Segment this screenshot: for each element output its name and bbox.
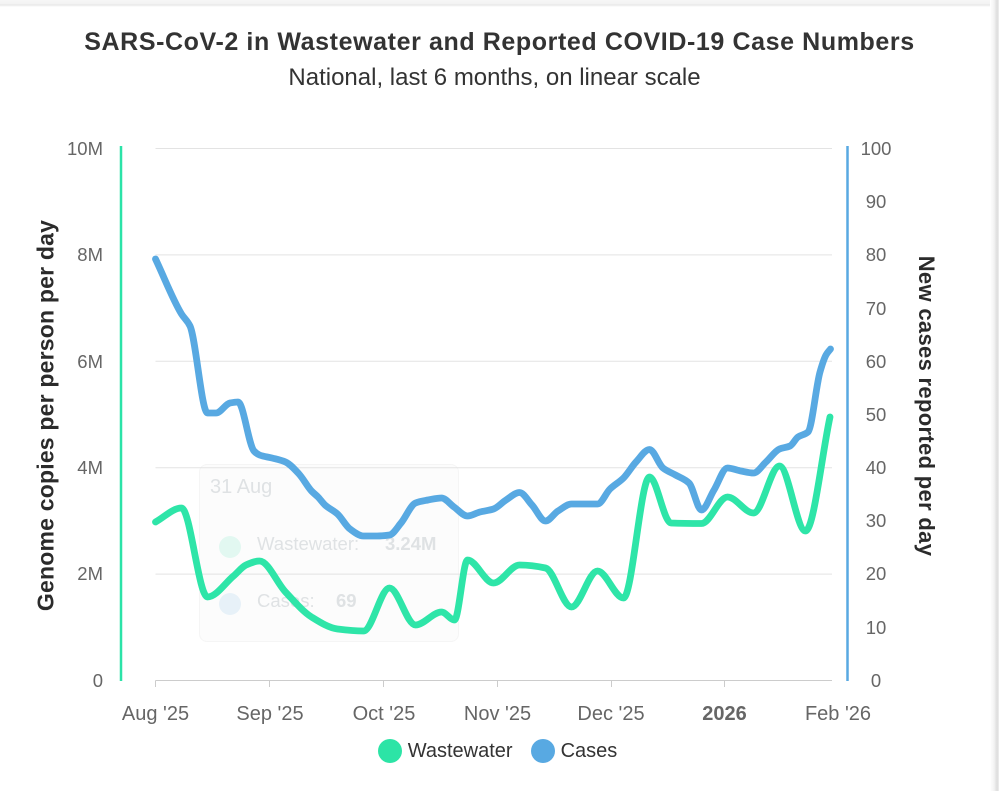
svg-text:4M: 4M (77, 457, 103, 478)
svg-text:60: 60 (866, 351, 887, 372)
svg-text:10: 10 (866, 617, 887, 638)
svg-text:8M: 8M (77, 244, 103, 265)
svg-text:Dec '25: Dec '25 (577, 703, 644, 725)
svg-text:70: 70 (866, 298, 887, 319)
svg-text:Nov '25: Nov '25 (464, 703, 531, 725)
svg-text:2M: 2M (77, 563, 103, 584)
svg-text:90: 90 (866, 191, 887, 212)
svg-text:20: 20 (866, 563, 887, 584)
svg-text:30: 30 (866, 510, 887, 531)
svg-text:50: 50 (866, 404, 887, 425)
svg-text:6M: 6M (77, 351, 103, 372)
svg-text:Feb '26: Feb '26 (805, 703, 871, 725)
svg-text:Aug '25: Aug '25 (122, 703, 189, 725)
svg-text:40: 40 (866, 457, 887, 478)
svg-text:2026: 2026 (702, 703, 747, 725)
svg-text:100: 100 (861, 138, 892, 159)
svg-text:0: 0 (871, 670, 881, 691)
svg-text:Oct '25: Oct '25 (353, 703, 416, 725)
svg-text:0: 0 (93, 670, 103, 691)
svg-text:80: 80 (866, 244, 887, 265)
svg-text:Sep '25: Sep '25 (236, 703, 303, 725)
svg-text:10M: 10M (67, 138, 103, 159)
